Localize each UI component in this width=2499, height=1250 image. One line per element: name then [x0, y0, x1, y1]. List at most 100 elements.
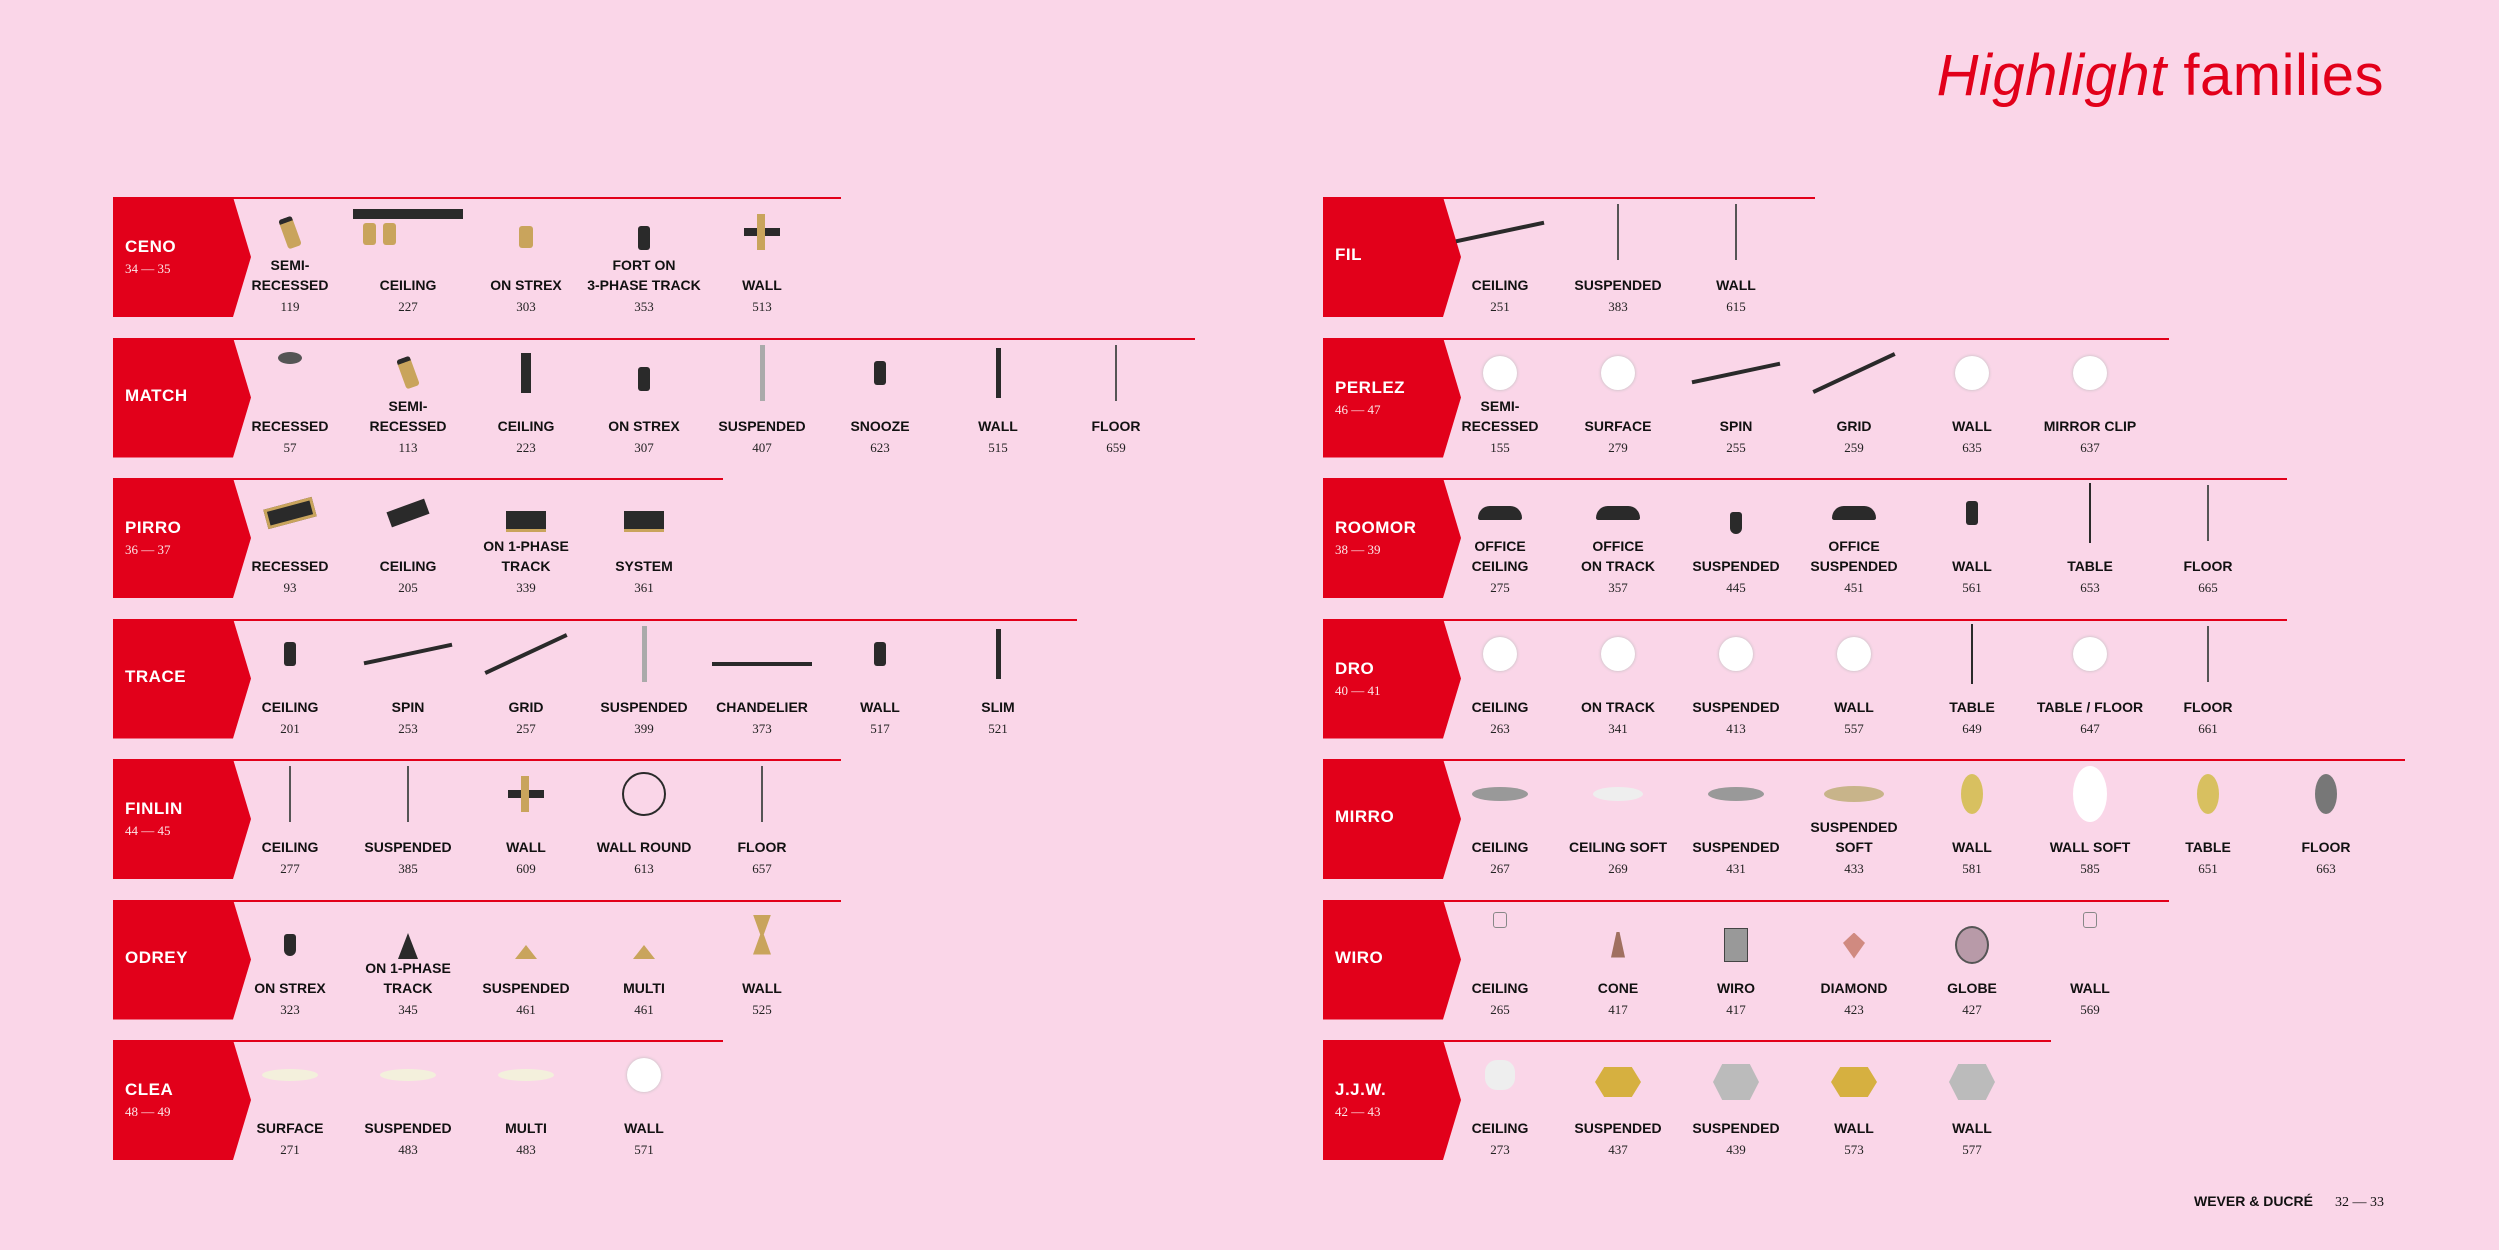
family-tab[interactable]: ROOMOR 38 — 39 — [1323, 478, 1461, 598]
product-item[interactable]: TABLE 649 — [1913, 619, 2031, 739]
product-item[interactable]: WALL 581 — [1913, 759, 2031, 879]
product-item[interactable]: OFFICE ON TRACK 357 — [1559, 478, 1677, 598]
product-item[interactable]: WALL SOFT 585 — [2031, 759, 2149, 879]
product-item[interactable]: WALL 525 — [703, 900, 821, 1020]
product-item[interactable]: RECESSED 57 — [231, 338, 349, 458]
family-tab[interactable]: CENO 34 — 35 — [113, 197, 251, 317]
product-item[interactable]: ON TRACK 341 — [1559, 619, 1677, 739]
family-tab[interactable]: WIRO — [1323, 899, 1461, 1020]
product-item[interactable]: MULTI 461 — [585, 900, 703, 1020]
product-item[interactable]: WALL 517 — [821, 619, 939, 739]
product-item[interactable]: WALL 573 — [1795, 1040, 1913, 1160]
product-item[interactable]: SUSPENDED 431 — [1677, 759, 1795, 879]
product-item[interactable]: CEILING 267 — [1441, 759, 1559, 879]
product-item[interactable]: CEILING 201 — [231, 619, 349, 739]
product-item[interactable]: ON STREX 307 — [585, 338, 703, 458]
product-item[interactable]: FLOOR 661 — [2149, 619, 2267, 739]
product-item[interactable]: SEMI- RECESSED 155 — [1441, 338, 1559, 458]
product-item[interactable]: CEILING 251 — [1441, 197, 1559, 317]
family-tab[interactable]: TRACE — [113, 618, 251, 739]
product-item[interactable]: DIAMOND 423 — [1795, 900, 1913, 1020]
product-type: CEILING — [1471, 839, 1529, 855]
product-item[interactable]: WALL 571 — [585, 1040, 703, 1160]
family-tab[interactable]: J.J.W. 42 — 43 — [1323, 1040, 1461, 1160]
product-item[interactable]: ON STREX 303 — [467, 197, 585, 317]
product-item[interactable]: MULTI 483 — [467, 1040, 585, 1160]
product-item[interactable]: MIRROR CLIP 637 — [2031, 338, 2149, 458]
product-item[interactable]: FORT ON 3-PHASE TRACK 353 — [585, 197, 703, 317]
product-item[interactable]: SPIN 253 — [349, 619, 467, 739]
product-page: 561 — [1962, 580, 1982, 595]
product-item[interactable]: TABLE 651 — [2149, 759, 2267, 879]
product-item[interactable]: CEILING 223 — [467, 338, 585, 458]
product-item[interactable]: WIRO 417 — [1677, 900, 1795, 1020]
product-item[interactable]: SURFACE 271 — [231, 1040, 349, 1160]
product-item[interactable]: FLOOR 659 — [1057, 338, 1175, 458]
product-item[interactable]: TABLE / FLOOR 647 — [2031, 619, 2149, 739]
product-item[interactable]: SUSPENDED 461 — [467, 900, 585, 1020]
product-item[interactable]: CHANDELIER 373 — [703, 619, 821, 739]
product-item[interactable]: WALL 513 — [703, 197, 821, 317]
product-page: 155 — [1490, 439, 1510, 455]
product-item[interactable]: WALL 615 — [1677, 197, 1795, 317]
product-item[interactable]: CEILING 205 — [349, 478, 467, 598]
product-item[interactable]: TABLE 653 — [2031, 478, 2149, 598]
product-item[interactable]: SUSPENDED 413 — [1677, 619, 1795, 739]
product-item[interactable]: WALL 577 — [1913, 1040, 2031, 1160]
product-item[interactable]: GLOBE 427 — [1913, 900, 2031, 1020]
product-item[interactable]: SEMI- RECESSED 119 — [231, 197, 349, 317]
product-item[interactable]: GRID 257 — [467, 619, 585, 739]
product-item[interactable]: SUSPENDED SOFT 433 — [1795, 759, 1913, 879]
product-item[interactable]: ON 1-PHASE TRACK 345 — [349, 900, 467, 1020]
product-item[interactable]: SLIM 521 — [939, 619, 1057, 739]
product-item[interactable]: WALL 635 — [1913, 338, 2031, 458]
product-item[interactable]: OFFICE SUSPENDED 451 — [1795, 478, 1913, 598]
family-tab[interactable]: MIRRO — [1323, 759, 1461, 879]
product-item[interactable]: GRID 259 — [1795, 338, 1913, 458]
product-item[interactable]: SUSPENDED 445 — [1677, 478, 1795, 598]
product-item[interactable]: SUSPENDED 399 — [585, 619, 703, 739]
product-item[interactable]: CONE 417 — [1559, 900, 1677, 1020]
family-tab[interactable]: ODREY — [113, 899, 251, 1020]
product-item[interactable]: WALL 557 — [1795, 619, 1913, 739]
product-item[interactable]: CEILING 265 — [1441, 900, 1559, 1020]
product-item[interactable]: WALL 515 — [939, 338, 1057, 458]
family-tab[interactable]: FINLIN 44 — 45 — [113, 759, 251, 879]
product-item[interactable]: ON 1-PHASE TRACK 339 — [467, 478, 585, 598]
product-item[interactable]: WALL 569 — [2031, 900, 2149, 1020]
product-item[interactable]: FLOOR 657 — [703, 759, 821, 879]
product-item[interactable]: SUSPENDED 385 — [349, 759, 467, 879]
product-item[interactable]: CEILING 273 — [1441, 1040, 1559, 1160]
product-item[interactable]: SUSPENDED 437 — [1559, 1040, 1677, 1160]
product-item[interactable]: SUSPENDED 439 — [1677, 1040, 1795, 1160]
product-item[interactable]: CEILING SOFT 269 — [1559, 759, 1677, 879]
product-item[interactable]: CEILING 227 — [349, 197, 467, 317]
pendant-thin-icon — [349, 765, 467, 823]
product-item[interactable]: FLOOR 663 — [2267, 759, 2385, 879]
family-tab[interactable]: DRO 40 — 41 — [1323, 618, 1461, 739]
product-item[interactable]: CEILING 277 — [231, 759, 349, 879]
family-tab[interactable]: FIL — [1323, 197, 1461, 317]
product-item[interactable]: SNOOZE 623 — [821, 338, 939, 458]
family-tab[interactable]: CLEA 48 — 49 — [113, 1040, 251, 1160]
product-item[interactable]: RECESSED 93 — [231, 478, 349, 598]
product-item[interactable]: SURFACE 279 — [1559, 338, 1677, 458]
product-item[interactable]: SUSPENDED 407 — [703, 338, 821, 458]
product-item[interactable]: SYSTEM 361 — [585, 478, 703, 598]
product-item[interactable]: FLOOR 665 — [2149, 478, 2267, 598]
product-item[interactable]: CEILING 263 — [1441, 619, 1559, 739]
product-item[interactable]: ON STREX 323 — [231, 900, 349, 1020]
family-tab[interactable]: MATCH — [113, 337, 251, 458]
family-tab[interactable]: PERLEZ 46 — 47 — [1323, 337, 1461, 458]
product-item[interactable]: SPIN 255 — [1677, 338, 1795, 458]
product-item[interactable]: SEMI- RECESSED 113 — [349, 338, 467, 458]
family-tab[interactable]: PIRRO 36 — 37 — [113, 478, 251, 598]
product-item[interactable]: WALL 609 — [467, 759, 585, 879]
family-name: PERLEZ — [1335, 377, 1406, 397]
product-item[interactable]: WALL ROUND 613 — [585, 759, 703, 879]
product-item[interactable]: WALL 561 — [1913, 478, 2031, 598]
product-item[interactable]: OFFICE CEILING 275 — [1441, 478, 1559, 598]
divider — [233, 1040, 723, 1042]
product-item[interactable]: SUSPENDED 483 — [349, 1040, 467, 1160]
product-item[interactable]: SUSPENDED 383 — [1559, 197, 1677, 317]
